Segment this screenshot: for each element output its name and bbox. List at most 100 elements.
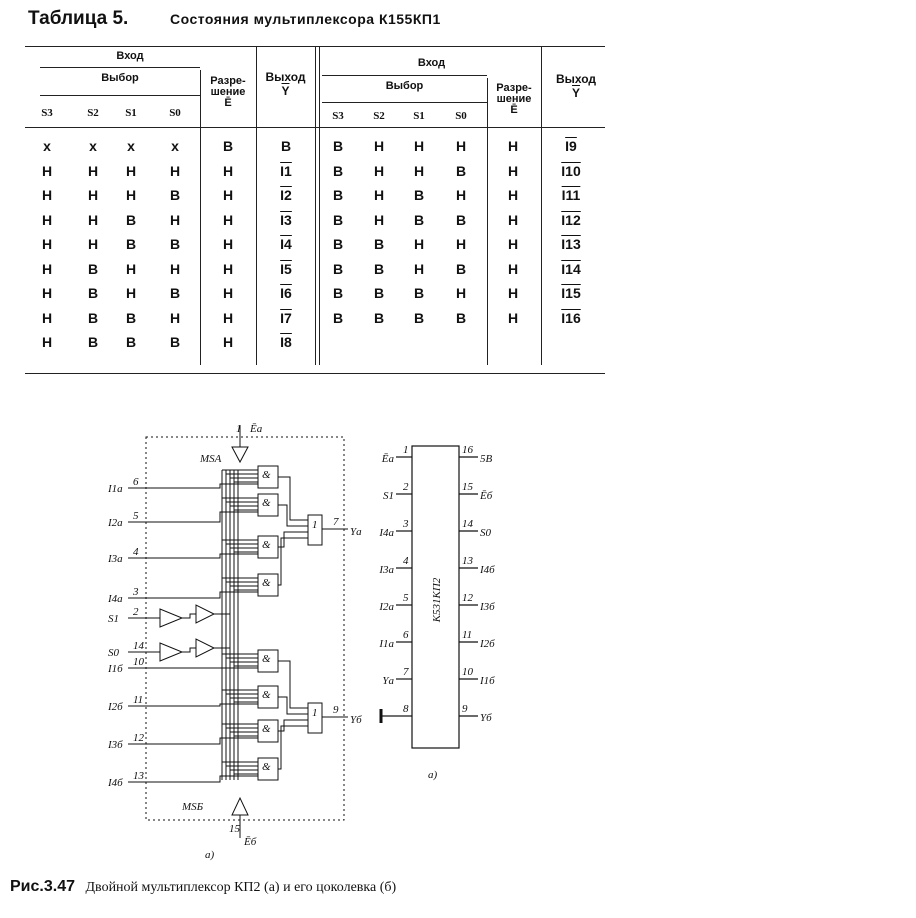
right-pin-number: 14 [462, 518, 474, 530]
header-output-label: Выход [555, 72, 597, 86]
table-cell: Н [222, 260, 234, 277]
table-cell: Н [413, 162, 425, 179]
table-cell: В [373, 285, 385, 301]
table-cell: Н [41, 285, 53, 301]
table-cell: Н [455, 138, 467, 154]
chip-label: К531КП2 [431, 577, 443, 623]
table-cell: x [127, 138, 135, 154]
pinout-caption: а) [428, 769, 438, 781]
table-cell: В [373, 260, 385, 277]
and-gate-symbol: & [262, 761, 271, 773]
table-cell: В [332, 309, 344, 326]
enable-a-buffer [231, 446, 249, 464]
header-output: Выход Y [256, 70, 315, 98]
header-col-s2: S2 [373, 110, 385, 122]
header-input: Вход [116, 50, 144, 62]
table-cell: В [332, 260, 344, 277]
figure-label: Рис.3.47 [10, 878, 75, 895]
output-cell: I6 [280, 285, 292, 301]
right-pin-label: I2б [479, 638, 495, 650]
enable-b-label: Ēб [243, 836, 257, 848]
header-enable-line2: шение [496, 93, 532, 105]
left-pin-number: 1 [403, 444, 409, 456]
output-cell: I1 [280, 162, 292, 179]
table-cell: Н [169, 211, 181, 228]
left-pin-label: I4а [378, 527, 394, 539]
table-cell: Н [413, 138, 425, 154]
left-pin-number: 7 [403, 666, 409, 678]
output-cell: I15 [561, 285, 581, 301]
right-pin-label: 5В [480, 453, 493, 465]
buffer-icon [159, 608, 184, 628]
table-cell: Н [222, 162, 234, 179]
pinout-diagram: К531КП21Ēа165В2S115Ēб3I4а14S04I3а13I4б5I… [378, 444, 495, 781]
and-gate-symbol: & [262, 653, 271, 665]
right-pin-label: I1б [479, 675, 495, 687]
table-cell: В [87, 309, 99, 326]
header-output-right: Выход Y [545, 72, 607, 100]
output-cell: В [280, 138, 292, 154]
output-cell: I2 [280, 187, 292, 203]
input-pin: 3 [132, 586, 139, 598]
left-pin-number: 8 [403, 703, 409, 715]
left-pin-label: Ēа [381, 453, 395, 465]
header-enable-line1: Разре- [210, 75, 246, 87]
output-cell: I3 [280, 211, 292, 228]
input-pin: 14 [133, 640, 145, 652]
input-pin: 2 [133, 606, 139, 618]
table-cell: В [413, 211, 425, 228]
and-gate-symbol: & [262, 539, 271, 551]
table-cell: В [125, 211, 137, 228]
right-pin-label: I3б [479, 601, 495, 613]
table-cell: Н [507, 162, 519, 179]
left-pin-label: I3а [378, 564, 394, 576]
input-label: I4б [107, 777, 123, 789]
right-pin-number: 9 [462, 703, 468, 715]
table-cell: Н [222, 309, 234, 326]
table-cell: Н [455, 285, 467, 301]
right-pin-label: I4б [479, 564, 495, 576]
input-pin: 12 [133, 732, 145, 744]
chip-boundary [145, 436, 345, 821]
table-cell: В [125, 309, 137, 326]
input-label: I3а [107, 553, 123, 565]
header-output-label: Выход [265, 70, 306, 84]
output-b-label: Yб [350, 714, 362, 726]
table-cell: В [125, 236, 137, 252]
table-cell: В [332, 138, 344, 154]
table-cell: В [222, 138, 234, 154]
table-cell: Н [413, 236, 425, 252]
or-gate-symbol: 1 [312, 519, 318, 531]
table-cell: Н [87, 236, 99, 252]
table-cell: Н [507, 260, 519, 277]
table-cell: В [373, 309, 385, 326]
header-col-s1: S1 [125, 107, 137, 119]
output-cell: I16 [561, 309, 581, 326]
right-pin-label: S0 [480, 527, 492, 539]
output-cell: I7 [280, 309, 292, 326]
table-cell: В [332, 187, 344, 203]
header-enable-symbol: Ē [224, 97, 232, 109]
right-pin-label: Yб [480, 712, 492, 724]
table-cell: В [332, 236, 344, 252]
right-pin-number: 11 [462, 629, 472, 641]
table-cell: В [169, 285, 181, 301]
output-cell: I10 [561, 162, 581, 179]
header-output-symbol: Y [571, 86, 580, 100]
input-label: S0 [108, 647, 120, 659]
input-pin: 6 [133, 476, 139, 488]
right-pin-number: 10 [462, 666, 474, 678]
output-cell: I12 [561, 211, 581, 228]
table-cell: Н [507, 138, 519, 154]
input-label: S1 [108, 613, 119, 625]
header-col-s2: S2 [87, 107, 99, 119]
table-cell: В [455, 162, 467, 179]
input-label: I3б [107, 739, 123, 751]
input-pin: 13 [133, 770, 145, 782]
output-cell: I8 [280, 334, 292, 350]
logic-caption: а) [205, 849, 215, 861]
header-col-s1: S1 [413, 110, 425, 122]
output-cell: I13 [561, 236, 581, 252]
header-enable-line2: шение [210, 86, 246, 98]
input-pin: 4 [133, 546, 139, 558]
